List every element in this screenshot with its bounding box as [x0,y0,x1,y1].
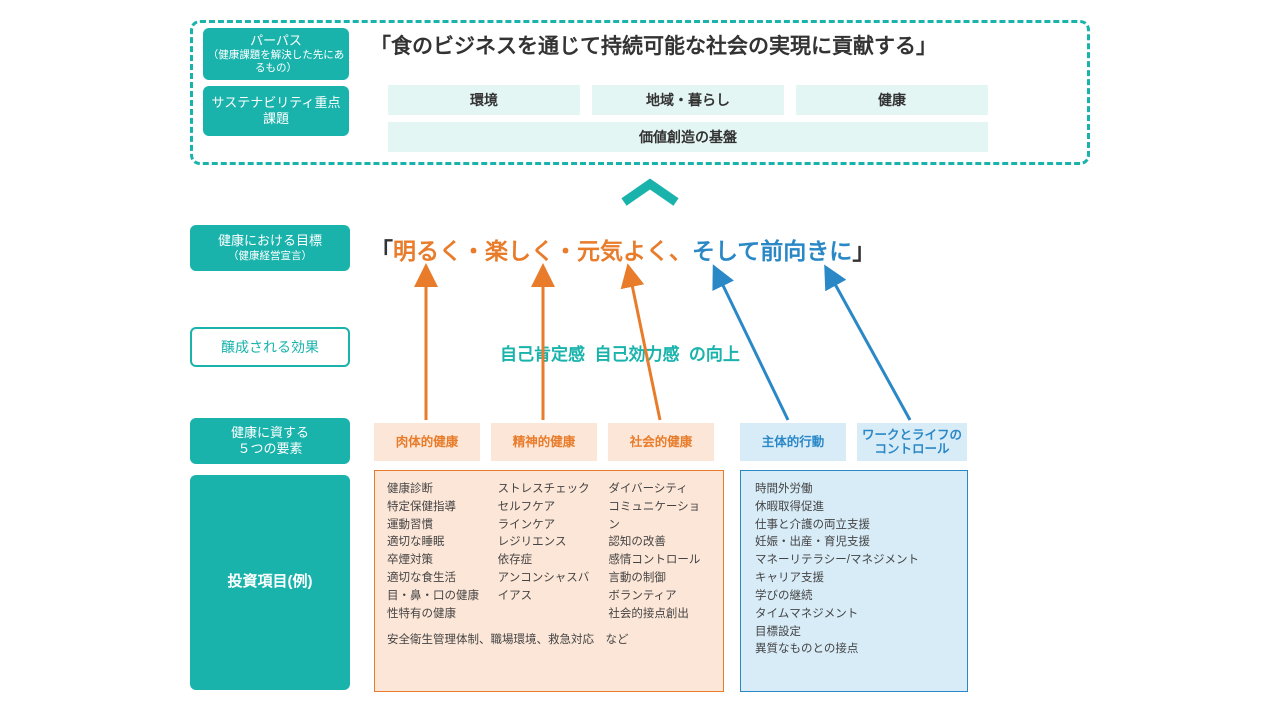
orange-col-3: ダイバーシティコミュニケーション認知の改善感情コントロール言動の制御ボランティア… [608,481,711,624]
pillar-value-base: 価値創造の基盤 [388,122,988,152]
cat-physical: 肉体的健康 [374,423,480,461]
cat-worklife: ワークとライフのコントロール [857,423,967,461]
list-item: 特定保健指導 [387,499,490,517]
list-item: 学びの継続 [755,588,953,606]
list-item: 適切な睡眠 [387,534,490,552]
pillar-environment: 環境 [388,85,580,115]
label-five-elements: 健康に資する ５つの要素 [190,418,350,464]
list-item: 健康診断 [387,481,490,499]
orange-footer: 安全衛生管理体制、職場環境、救急対応 など [387,632,711,650]
list-item: レジリエンス [498,534,601,552]
list-item: 性特有の健康 [387,606,490,624]
label-sustainability: サステナビリティ重点課題 [203,86,349,136]
list-item: 異質なものとの接点 [755,641,953,659]
label-effect: 醸成される効果 [190,327,350,367]
slogan-orange: 明るく・楽しく・元気よく、 [393,238,692,264]
list-item: マネーリテラシー/マネジメント [755,552,953,570]
list-item: ダイバーシティ [608,481,711,499]
label-goal: 健康における目標 （健康経営宣言） [190,225,350,271]
list-item: 依存症 [498,552,601,570]
cat-mental: 精神的健康 [491,423,597,461]
purpose-statement: 「食のビジネスを通じて持続可能な社会の実現に貢献する」 [370,30,1090,60]
list-item: 妊娠・出産・育児支援 [755,534,953,552]
list-item: 運動習慣 [387,517,490,535]
label-purpose-sub: （健康課題を解決した先にあるもの） [207,49,345,75]
list-item: 休暇取得促進 [755,499,953,517]
list-item: 言動の制御 [608,570,711,588]
label-purpose: パーパス （健康課題を解決した先にあるもの） [203,28,349,80]
list-item: ストレスチェック [498,481,601,499]
label-invest: 投資項目(例) [190,475,350,690]
slogan-blue: そして前向きに [692,238,852,264]
list-item: 仕事と介護の両立支援 [755,517,953,535]
list-item: 認知の改善 [608,534,711,552]
list-item: 時間外労働 [755,481,953,499]
chevron-up-icon [620,178,680,206]
orange-col-1: 健康診断特定保健指導運動習慣適切な睡眠卒煙対策適切な食生活目・鼻・口の健康性特有… [387,481,490,624]
list-item: アンコンシャスバイアス [498,570,601,606]
list-item: コミュニケーション [608,499,711,535]
pillar-community: 地域・暮らし [592,85,784,115]
pillar-health: 健康 [796,85,988,115]
list-item: 感情コントロール [608,552,711,570]
effect-text: 自己肯定感 自己効力感 の向上 [500,340,740,365]
list-item: 目標設定 [755,624,953,642]
list-item: ボランティア [608,588,711,606]
list-item: セルフケア [498,499,601,517]
list-item: 適切な食生活 [387,570,490,588]
list-item: 卒煙対策 [387,552,490,570]
orange-col-2: ストレスチェックセルフケアラインケアレジリエンス依存症アンコンシャスバイアス [498,481,601,624]
list-item: 社会的接点創出 [608,606,711,624]
label-purpose-title: パーパス [250,33,302,49]
cat-social: 社会的健康 [608,423,714,461]
list-item: 目・鼻・口の健康 [387,588,490,606]
slogan: 「明るく・楽しく・元気よく、そして前向きに」 [370,232,875,266]
panel-blue: 時間外労働休暇取得促進仕事と介護の両立支援妊娠・出産・育児支援マネーリテラシー/… [740,470,968,692]
list-item: タイムマネジメント [755,606,953,624]
cat-proactive: 主体的行動 [740,423,846,461]
list-item: ラインケア [498,517,601,535]
panel-orange: 健康診断特定保健指導運動習慣適切な睡眠卒煙対策適切な食生活目・鼻・口の健康性特有… [374,470,724,692]
list-item: キャリア支援 [755,570,953,588]
